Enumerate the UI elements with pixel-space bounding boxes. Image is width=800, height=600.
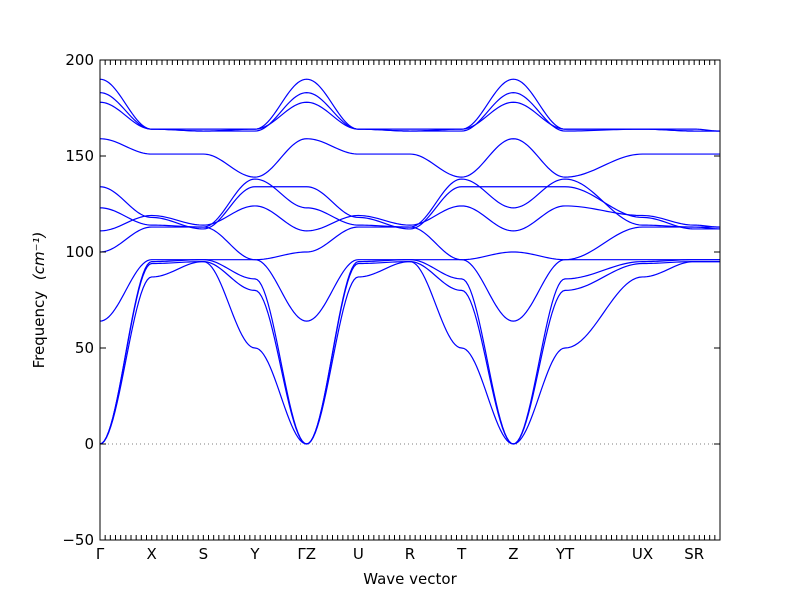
- plot-frame: [99, 59, 721, 541]
- band-line: [99, 260, 720, 445]
- band-line: [99, 205, 721, 232]
- band-lines: [99, 78, 721, 445]
- y-axis-label-text: Frequency: [30, 291, 48, 369]
- x-tick-label: Z: [508, 545, 518, 563]
- x-tick-label: X: [147, 545, 157, 563]
- y-tick-label: −50: [62, 531, 94, 549]
- y-tick-label: 50: [75, 339, 94, 357]
- band-line: [99, 186, 720, 230]
- x-tick-label: YT: [555, 545, 575, 563]
- x-tick-label: U: [353, 545, 364, 563]
- x-tick-label: Γ: [96, 545, 105, 563]
- x-tick-label: Y: [249, 545, 260, 563]
- y-tick-label: 150: [65, 147, 94, 165]
- band-line: [99, 78, 721, 132]
- y-axis-label: Frequency (cm⁻¹): [30, 232, 48, 369]
- y-tick-label: 0: [84, 435, 94, 453]
- y-axis-label-unit: (cm⁻¹): [30, 232, 48, 281]
- band-line: [99, 259, 720, 445]
- x-axis-ticks: Γ X S Y ΓZ U R T Z YT UX SR: [96, 60, 721, 563]
- x-tick-label: R: [405, 545, 415, 563]
- x-tick-label: SR: [684, 545, 704, 563]
- y-tick-label: 200: [65, 51, 94, 69]
- x-tick-label: UX: [632, 545, 653, 563]
- x-tick-label: ΓZ: [297, 545, 316, 563]
- y-axis-ticks: −50 0 50 100 150 200: [62, 51, 720, 549]
- band-line: [99, 101, 720, 132]
- band-line: [99, 260, 720, 445]
- band-line: [99, 259, 720, 322]
- y-tick-label: 100: [65, 243, 94, 261]
- x-tick-label: T: [456, 545, 467, 563]
- band-line: [99, 92, 720, 132]
- band-line: [99, 178, 720, 228]
- x-tick-label: S: [199, 545, 209, 563]
- band-line: [99, 138, 720, 178]
- band-line: [99, 226, 721, 261]
- x-axis-label: Wave vector: [363, 570, 457, 588]
